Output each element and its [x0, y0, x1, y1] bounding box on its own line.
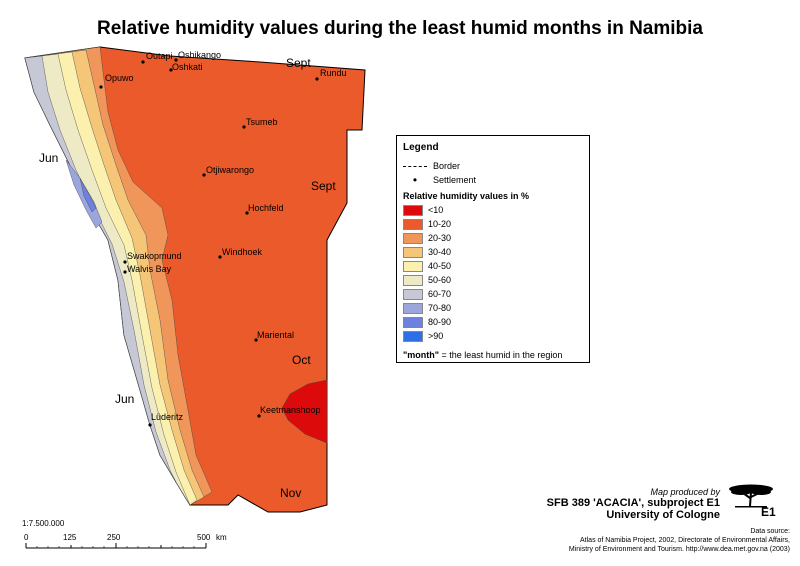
legend-label-80-90: 80-90: [428, 317, 452, 327]
settlement-hochfeld: Hochfeld: [245, 203, 284, 215]
settlement-luderitz: Lüderitz: [148, 412, 184, 427]
legend-swatch-60-70: [403, 289, 423, 300]
settlement-label: Walvis Bay: [127, 264, 172, 274]
settlement-swakopmund: Swakopmund: [123, 251, 182, 264]
legend-title: Legend: [403, 142, 439, 153]
settlement-label: Windhoek: [222, 247, 263, 257]
settlement-label: Opuwo: [105, 73, 134, 83]
scale-tick-0: 0: [24, 533, 29, 542]
settlement-label: Mariental: [257, 330, 294, 340]
settlement-dot-icon: •: [412, 173, 418, 187]
legend-swatch-lt10: [403, 205, 423, 216]
zone-lt10: [281, 379, 328, 444]
legend-swatch-80-90: [403, 317, 423, 328]
settlement-label: Outapi: [146, 51, 173, 61]
legend-note-rest: = the least humid in the region: [439, 350, 563, 360]
legend-swatch-30-40: [403, 247, 423, 258]
legend-border-entry: Border: [403, 160, 460, 172]
subproject-tag: E1: [761, 505, 776, 519]
settlement-label: Hochfeld: [248, 203, 284, 213]
legend-settlement-entry: • Settlement: [403, 174, 476, 186]
month-label-jun-north: Jun: [39, 151, 58, 165]
legend-label-20-30: 20-30: [428, 233, 452, 243]
settlement-label: Oshkati: [172, 62, 203, 72]
legend-swatch-70-80: [403, 303, 423, 314]
legend-note: "month" = the least humid in the region: [403, 350, 562, 360]
scale-ratio: 1:7.500.000: [22, 519, 65, 528]
settlement-tsumeb: Tsumeb: [242, 117, 278, 129]
legend-box: Legend Border • Settlement Relative humi…: [396, 135, 590, 363]
legend-swatch-20-30: [403, 233, 423, 244]
data-source-line-2: Ministry of Environment and Tourism. htt…: [568, 546, 790, 553]
legend-label-50-60: 50-60: [428, 275, 452, 285]
settlement-windhoek: Windhoek: [218, 247, 263, 259]
settlement-walvis-bay: Walvis Bay: [123, 264, 172, 274]
month-label-nov: Nov: [280, 486, 301, 500]
settlement-label: Lüderitz: [151, 412, 184, 422]
settlement-oshikango: Oshikango: [174, 50, 221, 62]
legend-section-title: Relative humidity values in %: [403, 191, 530, 201]
project-credit: SFB 389 'ACACIA', subproject E1: [546, 497, 720, 509]
scale-tick-250: 250: [107, 533, 121, 542]
settlements-layer: Outapi Oshikango Oshkati Opuwo Rundu Tsu…: [99, 50, 347, 427]
month-label-oct: Oct: [292, 353, 311, 367]
acacia-tree-icon: [729, 484, 773, 508]
settlement-oshkati: Oshkati: [169, 62, 203, 72]
zone-80-90: [79, 177, 97, 213]
settlement-keetmanshoop: Keetmanshoop: [257, 405, 321, 418]
university-credit: University of Cologne: [606, 509, 720, 521]
legend-swatch-40-50: [403, 261, 423, 272]
data-source-label: Data source:: [750, 528, 790, 535]
legend-label-70-80: 70-80: [428, 303, 452, 313]
produced-by-text: Map produced by: [650, 487, 720, 497]
legend-label-10-20: 10-20: [428, 219, 452, 229]
legend-swatch-10-20: [403, 219, 423, 230]
legend-label-lt10: <10: [428, 205, 444, 215]
settlement-label: Rundu: [320, 68, 347, 78]
legend-swatch-50-60: [403, 275, 423, 286]
month-label-jun-south: Jun: [115, 392, 134, 406]
settlement-rundu: Rundu: [315, 68, 347, 81]
settlement-label: Keetmanshoop: [260, 405, 321, 415]
legend-note-bold: "month": [403, 350, 440, 360]
month-label-sept-north: Sept: [286, 56, 311, 70]
settlement-label: Swakopmund: [127, 251, 182, 261]
settlement-otjiwarongo: Otjiwarongo: [202, 165, 254, 177]
scale-tick-125: 125: [63, 533, 77, 542]
border-line-symbol: [403, 165, 427, 167]
map-title: Relative humidity values during the leas…: [97, 18, 703, 39]
data-source-line-1: Atlas of Namibia Project, 2002, Director…: [580, 537, 790, 544]
legend-swatch-gt90: [403, 331, 423, 342]
settlement-outapi: Outapi: [141, 51, 173, 64]
settlement-label: Tsumeb: [246, 117, 278, 127]
settlement-label: Otjiwarongo: [206, 165, 254, 175]
scale-unit: km: [216, 533, 227, 542]
settlement-mariental: Mariental: [254, 330, 294, 342]
legend-settlement-label: Settlement: [433, 175, 477, 185]
month-label-sept-east: Sept: [311, 179, 336, 193]
settlement-label: Oshikango: [178, 50, 221, 60]
scale-tick-500: 500: [197, 533, 211, 542]
legend-label-40-50: 40-50: [428, 261, 452, 271]
legend-label-60-70: 60-70: [428, 289, 452, 299]
legend-label-gt90: >90: [428, 331, 444, 341]
legend-border-label: Border: [433, 161, 461, 171]
legend-label-30-40: 30-40: [428, 247, 452, 257]
settlement-opuwo: Opuwo: [99, 73, 134, 89]
